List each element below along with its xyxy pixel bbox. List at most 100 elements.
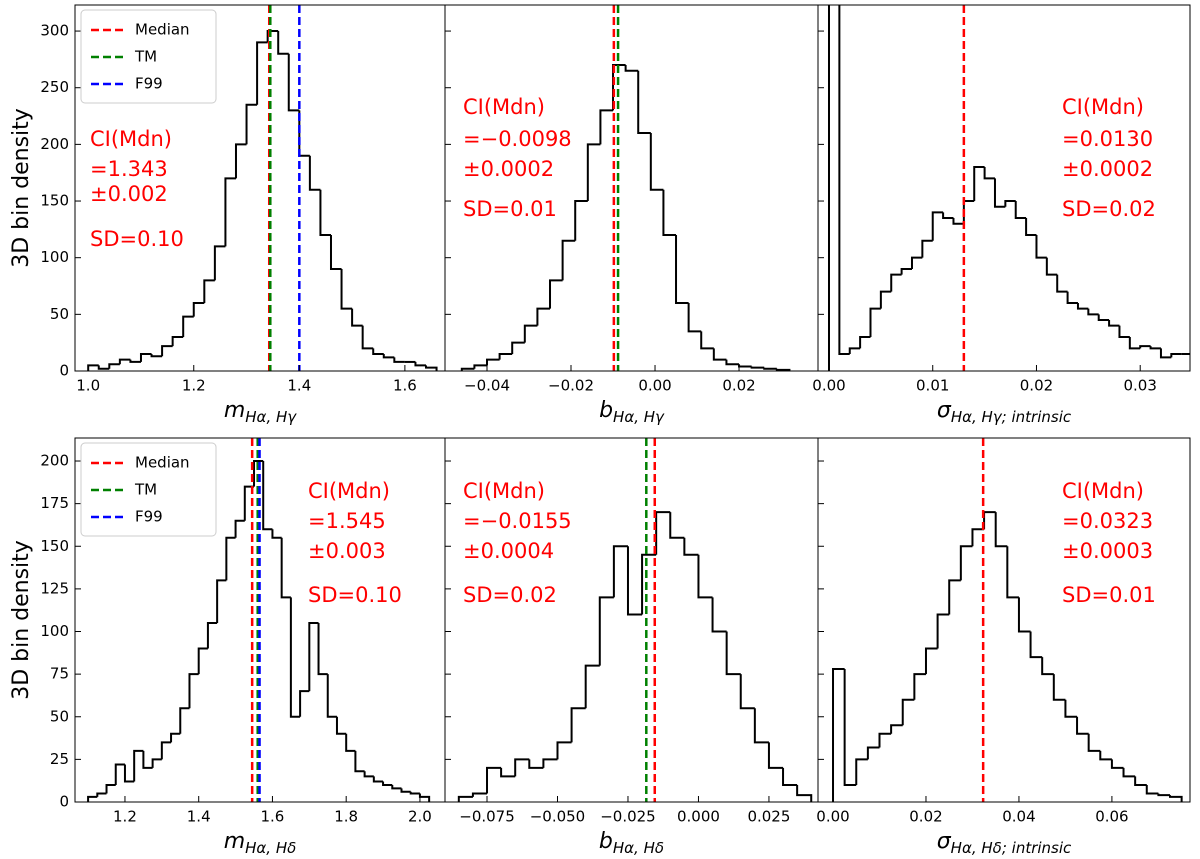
histogram-bin (866, 746, 880, 760)
x-axis-label-sub: Hα, Hδ; intrinsic (951, 839, 1072, 857)
histogram-bin (213, 245, 226, 281)
histogram-bin (586, 143, 601, 202)
x-tick-label: 0.02 (722, 377, 755, 395)
histogram-bin (1122, 767, 1136, 778)
histogram-bin (1149, 346, 1161, 350)
histogram-bin (118, 358, 131, 365)
histogram-bin (1108, 320, 1120, 327)
histogram-bin (298, 110, 310, 157)
histogram-bin (753, 708, 769, 744)
annotation: SD=0.01 (1062, 583, 1156, 607)
x-axis-label-main: σ (937, 829, 952, 854)
plot (827, 5, 1190, 371)
histogram-bin (971, 528, 985, 547)
x-tick-label: −0.075 (459, 808, 515, 826)
annotation: SD=0.01 (463, 197, 557, 221)
legend-label: TM (134, 48, 157, 66)
histogram-bin (983, 511, 996, 530)
histogram-bin (556, 741, 572, 760)
histogram-bin (308, 155, 321, 191)
histogram-bin (1118, 325, 1130, 339)
x-tick-label: 0.00 (812, 377, 845, 395)
histogram-bin (96, 792, 107, 797)
annotation: ±0.0002 (1062, 157, 1153, 181)
x-tick-label: 1.2 (113, 808, 137, 826)
histogram-bin (345, 733, 356, 752)
histogram-bin (206, 621, 218, 649)
histogram-bin (179, 707, 190, 734)
histogram-bin (890, 273, 902, 292)
histogram-bin (1014, 201, 1027, 220)
histogram-bin (942, 212, 954, 220)
x-tick-label: −0.050 (530, 808, 586, 826)
histogram-bin (901, 698, 915, 726)
histogram-bin (832, 668, 845, 802)
histogram-bin (962, 200, 975, 224)
histogram-bin (767, 742, 784, 769)
y-tick-label: 250 (40, 78, 69, 96)
x-axis-label-sub: Hα, Hγ (613, 408, 665, 426)
histogram-bin (340, 269, 353, 310)
histogram-bin (409, 791, 420, 795)
x-tick-label: −0.025 (600, 808, 656, 826)
annotation: SD=0.02 (1062, 197, 1156, 221)
histogram-bin (1017, 597, 1031, 633)
annotation: SD=0.02 (463, 583, 557, 607)
histogram-bin (253, 460, 264, 487)
y-tick-label: 150 (40, 192, 69, 210)
y-tick-label: 0 (59, 793, 69, 811)
x-tick-label: 0.02 (1020, 377, 1053, 395)
histogram-bin (687, 303, 702, 333)
y-tick-label: 25 (50, 750, 69, 768)
histogram-bin (626, 546, 643, 616)
annotation: CI(Mdn) (463, 479, 545, 503)
histogram-bin (1157, 793, 1171, 797)
histogram-bin (869, 307, 881, 338)
histogram-bin (329, 235, 342, 271)
histogram-bin (683, 537, 699, 556)
histogram-bin (382, 781, 393, 786)
histogram-bin (224, 177, 236, 247)
y-tick-label: 50 (50, 305, 69, 323)
x-axis-label-main: b (599, 829, 613, 854)
x-tick-label: 0.04 (1002, 808, 1035, 826)
x-axis-label-sub: Hα, Hγ (245, 408, 297, 426)
annotation: ±0.0003 (1062, 539, 1153, 563)
histogram-bin (725, 359, 740, 366)
histogram-bin (170, 732, 181, 743)
histogram-bin (1029, 631, 1043, 659)
histogram-bin (973, 166, 985, 202)
histogram-bin (393, 357, 405, 363)
histogram-bin (123, 764, 135, 783)
histogram-bin (750, 366, 765, 369)
y-tick-label: 100 (40, 622, 69, 640)
y-tick-label: 50 (50, 707, 69, 725)
histogram-bin (299, 690, 310, 717)
annotation: CI(Mdn) (463, 95, 545, 119)
annotation: CI(Mdn) (308, 479, 390, 503)
annotation: SD=0.10 (90, 227, 184, 251)
histogram-bin (913, 673, 926, 700)
annotation: CI(Mdn) (1062, 95, 1144, 119)
histogram-bin (669, 512, 685, 539)
histogram-bin (763, 367, 777, 370)
x-axis-label: mHα, Hγ (224, 398, 297, 426)
x-axis-label-main: σ (937, 398, 952, 423)
histogram-bin (271, 529, 282, 539)
histogram-bin (1076, 303, 1089, 310)
histogram-bin (1076, 716, 1089, 735)
y-axis-label: 3D bin density (9, 540, 34, 700)
histogram-bin (1052, 674, 1066, 701)
histogram-bin (1004, 200, 1016, 207)
plot-frame (817, 4, 1191, 372)
x-axis-label-sub: Hα, Hδ (613, 839, 664, 857)
x-tick-label: 0.06 (1095, 808, 1128, 826)
x-axis-label-main: m (224, 398, 245, 423)
histogram-bin (994, 512, 1008, 548)
histogram-bin (335, 716, 347, 735)
histogram-bin (326, 674, 337, 718)
histogram-bin (739, 674, 755, 710)
legend-label: Median (135, 454, 190, 472)
histogram-bin (924, 647, 938, 675)
